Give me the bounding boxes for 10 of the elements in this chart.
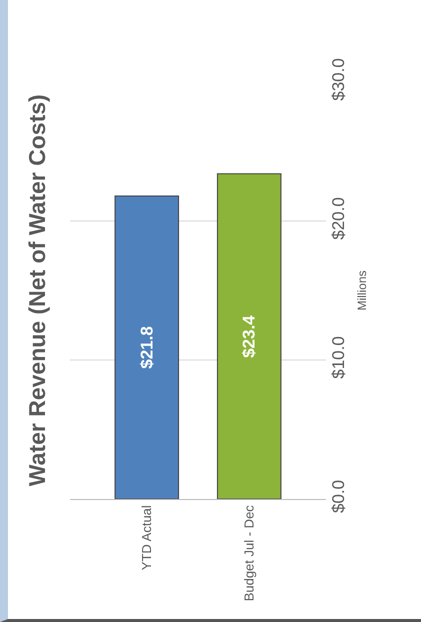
y-tick-label: $30.0 xyxy=(329,58,348,101)
y-tick-label: $0.0 xyxy=(329,480,348,513)
text: Water Revenue (Net of Water Costs) xyxy=(24,94,50,486)
y-axis-title: Millions xyxy=(355,270,369,311)
y-tick-label: $20.0 xyxy=(329,197,348,240)
data-label: $21.8 xyxy=(137,326,156,369)
x-tick-label: Budget Jul - Dec xyxy=(241,504,256,602)
y-tick-label: $10.0 xyxy=(329,336,348,379)
x-tick-label: YTD Actual xyxy=(139,505,154,570)
data-label: $23.4 xyxy=(240,314,259,358)
